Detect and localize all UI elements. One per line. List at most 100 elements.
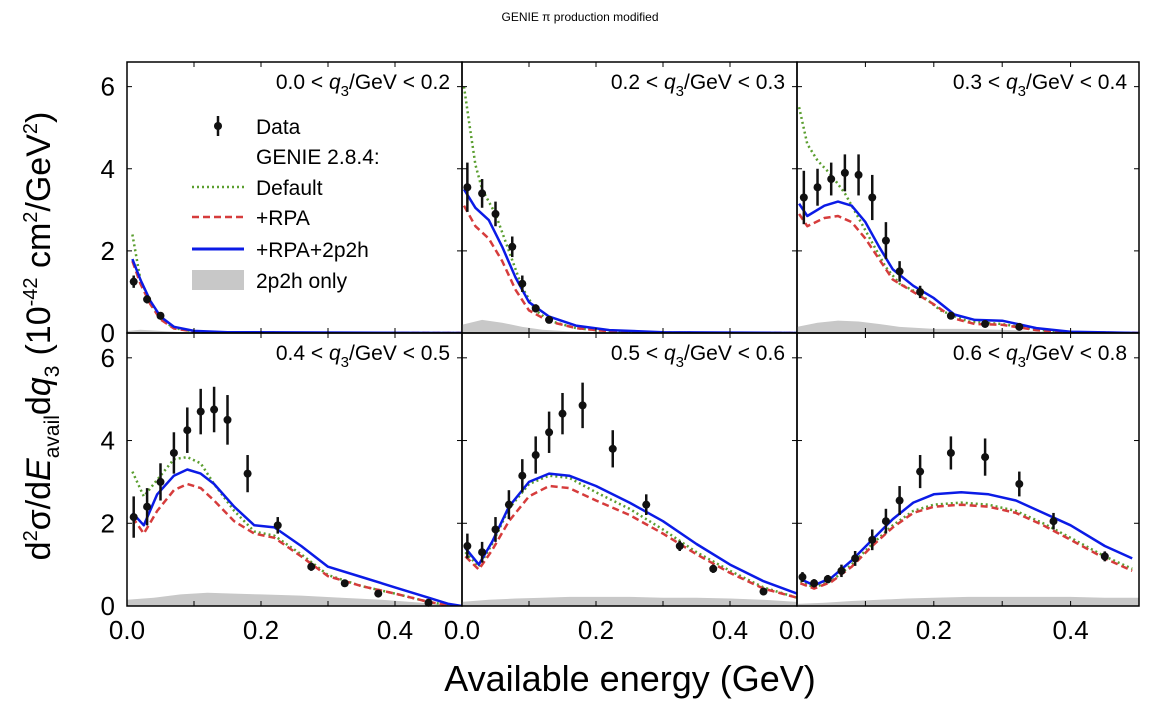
series-rpa-2p2h-line xyxy=(462,188,797,333)
panel-label: 0.5 < q3/GeV < 0.6 xyxy=(611,342,785,371)
data-point xyxy=(895,267,904,276)
panel-4: 0 2 4 6 0.0 0.2 0.4 0.4 < q3/GeV < 0.5 xyxy=(101,332,463,645)
data-point xyxy=(709,564,718,573)
y-axis-label: d2σ/dEavaildq3(10-42 cm2/GeV2) xyxy=(20,112,64,561)
data-point xyxy=(156,311,165,320)
data-point xyxy=(545,315,554,324)
x-tick-label: 0.0 xyxy=(444,615,480,645)
data-point xyxy=(895,496,904,505)
legend-2p2h-swatch xyxy=(192,270,244,290)
data-point xyxy=(508,242,517,251)
data-point xyxy=(374,589,383,598)
data-point xyxy=(424,598,433,607)
data-point xyxy=(1015,479,1024,488)
data-point xyxy=(478,548,487,557)
series-2p2h-only-area xyxy=(462,596,797,606)
panel-frame xyxy=(461,61,798,334)
series-rpa-line xyxy=(462,205,797,333)
panel-label: 0.2 < q3/GeV < 0.3 xyxy=(611,71,785,100)
legend-rpa-label: +RPA xyxy=(256,207,310,230)
data-point xyxy=(223,415,232,424)
series-rpa-2p2h-line xyxy=(799,491,1133,587)
panels: 0 2 4 6 0.0 < q3/GeV < 0.2 0.2 < q3/GeV < 0.3… xyxy=(101,61,1140,645)
x-tick-label: 0.2 xyxy=(243,615,279,645)
data-point xyxy=(491,209,500,218)
y-tick-label: 6 xyxy=(101,72,115,102)
data-point xyxy=(608,444,617,453)
panel-frame xyxy=(796,332,1140,607)
panel-1: 0 2 4 6 0.0 < q3/GeV < 0.2 xyxy=(101,61,463,348)
data-point xyxy=(196,407,205,416)
series-2p2h-only-area xyxy=(797,320,1139,333)
panel-6: 0.0 0.2 0.4 0.6 < q3/GeV < 0.8 xyxy=(779,332,1140,645)
data-point xyxy=(837,566,846,575)
legend-genie-heading: GENIE 2.8.4: xyxy=(256,146,380,169)
x-tick-label: 0.2 xyxy=(916,615,952,645)
data-point xyxy=(156,477,165,486)
legend-default-label: Default xyxy=(256,177,323,200)
y-tick-label: 6 xyxy=(101,343,115,373)
panel-frame xyxy=(126,332,463,607)
panel-label: 0.0 < q3/GeV < 0.2 xyxy=(276,71,450,100)
data-point xyxy=(813,183,822,192)
data-point xyxy=(518,279,527,288)
data-point xyxy=(143,502,152,511)
data-point xyxy=(854,170,863,179)
y-tick-label: 4 xyxy=(101,426,115,456)
data-point xyxy=(946,448,955,457)
panel-3: 0.3 < q3/GeV < 0.4 xyxy=(796,61,1140,334)
data-point xyxy=(243,469,252,478)
data-point xyxy=(531,304,540,313)
panel-5: 0.0 0.2 0.4 0.5 < q3/GeV < 0.6 xyxy=(444,332,798,645)
data-point xyxy=(129,513,138,522)
data-point xyxy=(578,401,587,410)
x-tick-label: 0.4 xyxy=(712,615,748,645)
panel-2: 0.2 < q3/GeV < 0.3 xyxy=(461,61,798,334)
series-default-line xyxy=(799,501,1133,589)
y-tick-label: 2 xyxy=(101,508,115,538)
data-point xyxy=(169,448,178,457)
series-rpa-line xyxy=(131,482,462,606)
series-rpa-line xyxy=(798,213,1139,333)
data-point xyxy=(759,587,768,596)
y-tick-label: 0 xyxy=(101,318,115,348)
data-point xyxy=(1015,322,1024,331)
x-tick-label: 0.4 xyxy=(377,615,413,645)
data-point xyxy=(827,175,836,184)
series-2p2h-only-area xyxy=(462,319,797,333)
data-point xyxy=(1049,517,1058,526)
data-point xyxy=(916,467,925,476)
data-point xyxy=(478,189,487,198)
data-point xyxy=(558,409,567,418)
data-point xyxy=(823,575,832,584)
data-point xyxy=(463,183,472,192)
data-point xyxy=(851,554,860,563)
panel-label: 0.3 < q3/GeV < 0.4 xyxy=(953,71,1127,100)
data-point xyxy=(916,287,925,296)
y-tick-label: 4 xyxy=(101,154,115,184)
data-point xyxy=(307,562,316,571)
series-rpa-2p2h-line xyxy=(131,258,462,333)
data-point xyxy=(946,311,955,320)
legend-data-marker xyxy=(214,122,222,130)
panel-label: 0.4 < q3/GeV < 0.5 xyxy=(276,342,450,371)
data-point xyxy=(798,573,807,582)
figure-title: GENIE π production modified xyxy=(501,10,658,24)
x-tick-label: 0.0 xyxy=(779,615,815,645)
data-point xyxy=(1100,552,1109,561)
y-tick-label: 0 xyxy=(101,591,115,621)
data-point xyxy=(799,193,808,202)
y-tick-label: 2 xyxy=(101,236,115,266)
data-point xyxy=(881,517,890,526)
series-2p2h-only-area xyxy=(127,592,462,606)
data-point xyxy=(981,319,990,328)
series-default-line xyxy=(131,455,462,606)
series-2p2h-only-area xyxy=(797,596,1139,606)
legend-data-label: Data xyxy=(256,116,301,139)
data-point xyxy=(491,525,500,534)
data-point xyxy=(981,453,990,462)
data-point xyxy=(183,426,192,435)
data-point xyxy=(143,295,152,304)
data-point xyxy=(642,500,651,509)
